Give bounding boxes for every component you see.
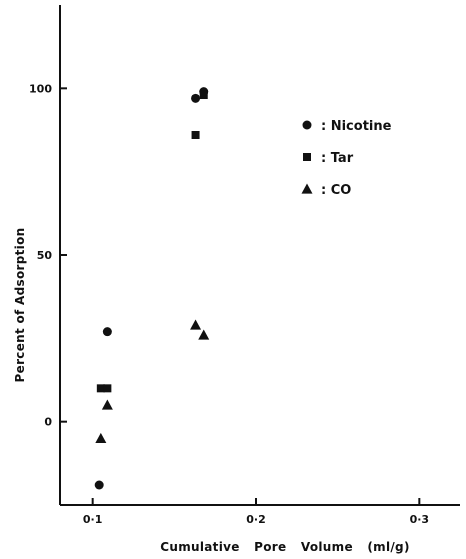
nicotine-point (191, 93, 201, 103)
nicotine-point (102, 327, 112, 337)
legend-tar-label: : Tar (321, 151, 354, 166)
tar-point (103, 384, 112, 393)
tar-point (199, 91, 208, 99)
co-point (198, 329, 210, 340)
data-points (94, 87, 210, 490)
legend-tar-marker (303, 153, 311, 161)
x-tick-label: 0·2 (246, 513, 266, 526)
legend-nicotine-label: : Nicotine (321, 119, 392, 134)
axes (59, 5, 460, 506)
y-ticks: 0 50 100 (29, 82, 67, 429)
tar-point (96, 384, 105, 393)
co-point (95, 432, 107, 444)
x-tick-label: 0·3 (410, 513, 430, 526)
co-point (101, 399, 113, 410)
x-axis-label: Cumulative Pore Volume (ml/g) (160, 540, 409, 554)
nicotine-point (94, 480, 104, 490)
legend-co-marker (301, 183, 313, 194)
y-tick-label: 50 (37, 249, 53, 262)
legend-nicotine-marker (302, 120, 312, 130)
legend-co-label: : CO (321, 183, 351, 198)
y-tick-label: 0 (44, 416, 52, 429)
co-point (190, 319, 202, 330)
x-tick-label: 0·1 (83, 513, 103, 526)
tar-point (191, 131, 200, 139)
x-ticks: 0·1 0·2 0·3 (83, 498, 429, 526)
y-tick-label: 100 (29, 82, 52, 95)
legend: : Nicotine : Tar : CO (301, 119, 392, 198)
y-axis-label: Percent of Adsorption (13, 228, 27, 383)
